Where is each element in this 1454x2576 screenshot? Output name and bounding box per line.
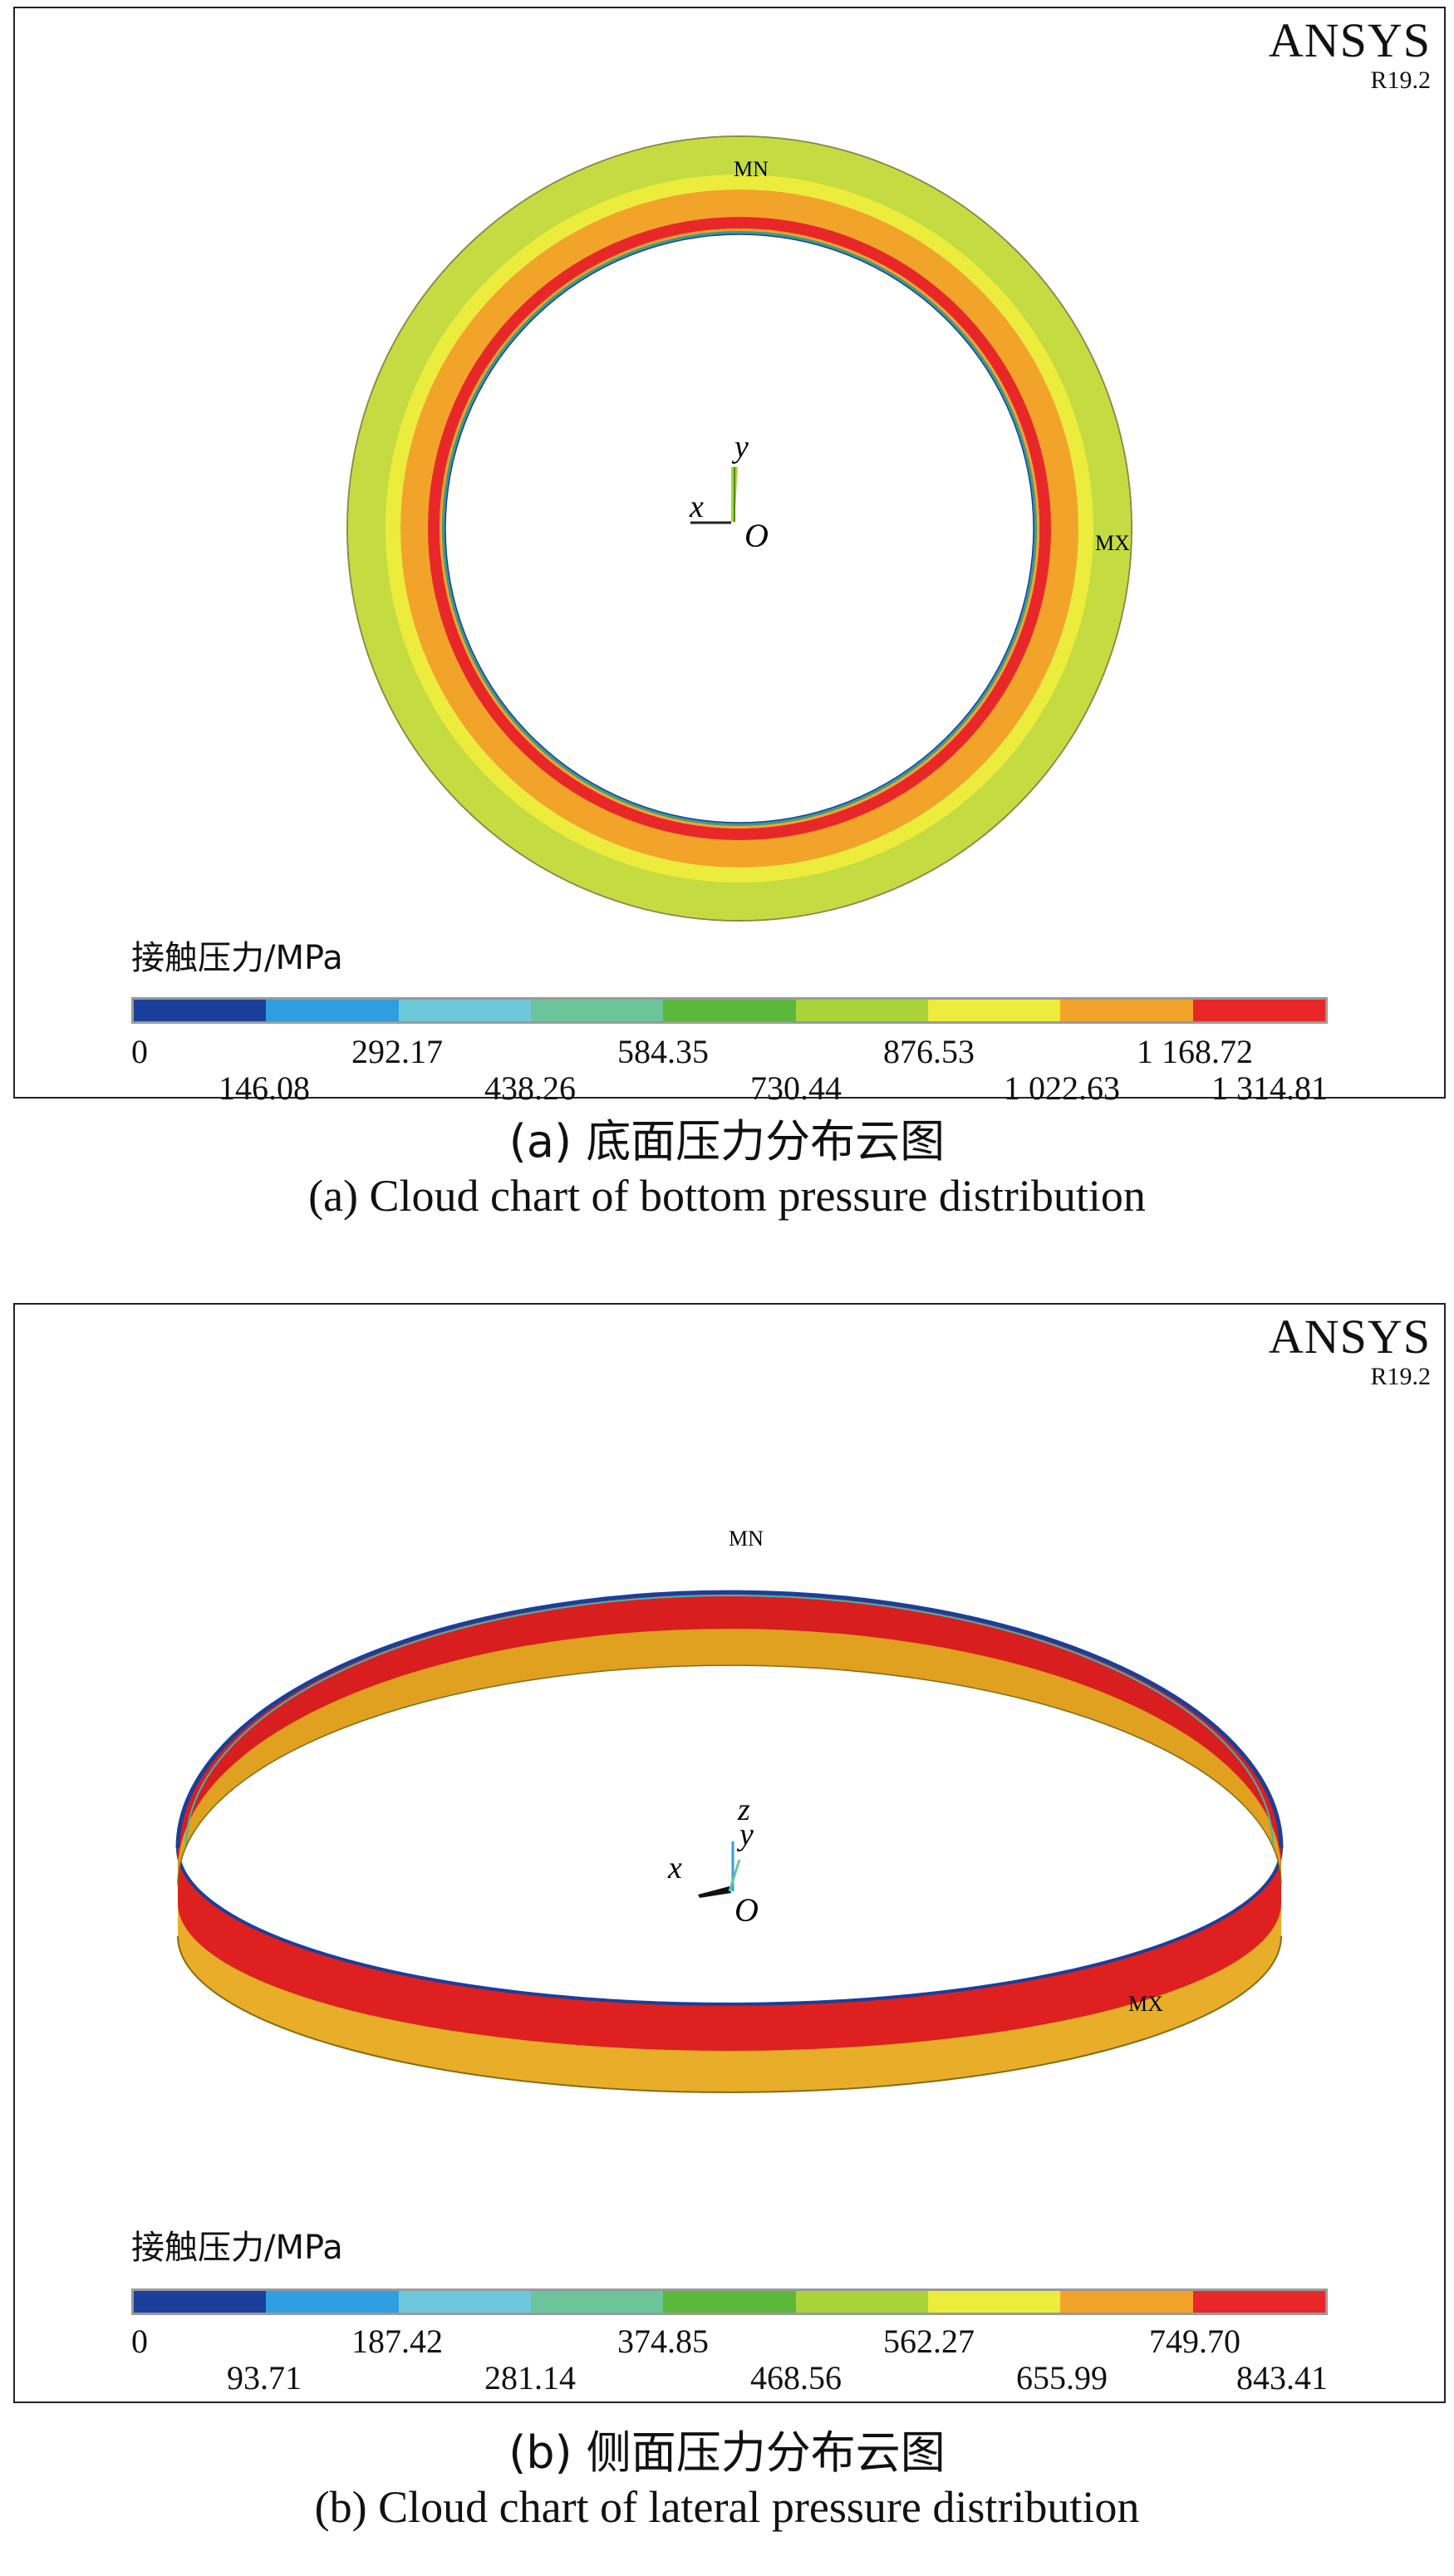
legend-tick-label: 281.14 [484, 2359, 576, 2397]
legend-tick-label: 187.42 [351, 2323, 443, 2360]
legend-swatch [530, 1000, 664, 1021]
brand-name: ANSYS [1268, 13, 1431, 67]
x-axis-label: x [667, 1851, 682, 1885]
bottom-ring-contour-plot: MN MX x y O [346, 135, 1132, 922]
ansys-brand: ANSYS R19.2 [1269, 1313, 1431, 1389]
legend-swatch [398, 2291, 531, 2313]
lateral-band [175, 1590, 1284, 2093]
legend-tick-label: 438.26 [484, 1069, 576, 1107]
bottom-caption: (a) 底面压力分布云图 (a) Cloud chart of bottom p… [0, 1115, 1454, 1223]
caption-english: (b) Cloud chart of lateral pressure dist… [314, 2481, 1140, 2532]
caption-chinese: (b) 侧面压力分布云图 [508, 2426, 946, 2479]
legend-tick-label: 876.53 [883, 1033, 975, 1070]
legend-tick-label: 0 [131, 2323, 148, 2360]
legend-swatch [663, 2291, 796, 2313]
x-axis-label: x [689, 489, 704, 524]
legend-swatch [927, 2291, 1061, 2313]
y-axis-label: y [731, 430, 749, 465]
legend-swatch [1192, 2291, 1325, 2313]
legend-color-bar [131, 997, 1328, 1024]
legend-tick-label: 749.70 [1149, 2323, 1240, 2360]
legend-tick-label: 0 [131, 1033, 148, 1070]
legend-color-bar [131, 2288, 1328, 2315]
caption-english: (a) Cloud chart of bottom pressure distr… [308, 1170, 1146, 1221]
legend-swatch [1060, 1000, 1193, 1021]
min-marker: MN [729, 1526, 764, 1551]
bottom-ring [346, 135, 1132, 922]
legend-swatch [398, 1000, 531, 1021]
coordinate-triad: x y O [689, 430, 769, 554]
origin-label: O [734, 1891, 759, 1929]
legend-tick-label: 655.99 [1016, 2359, 1108, 2397]
legend-swatch [530, 2291, 664, 2313]
y-axis-label: y [736, 1817, 754, 1852]
legend-swatch [1060, 2291, 1193, 2313]
legend-swatch [266, 2291, 399, 2313]
max-marker: MX [1095, 531, 1130, 555]
max-marker: MX [1128, 1992, 1163, 2016]
legend-tick-label: 584.35 [617, 1033, 709, 1070]
legend-tick-label: 1 314.81 [1211, 1069, 1328, 1107]
lateral-pressure-panel: ANSYS R19.2 MN MX x y z O 接触 [13, 1303, 1446, 2403]
legend-title: 接触压力/MPa [131, 2229, 343, 2267]
coordinate-triad: x y z O [667, 1792, 759, 1929]
lateral-band-contour-plot: MN MX x y z O [175, 1526, 1284, 2093]
brand-name: ANSYS [1268, 1310, 1431, 1364]
legend-tick-label: 93.71 [227, 2359, 302, 2397]
legend-swatch [1192, 1000, 1325, 1021]
lateral-caption: (b) 侧面压力分布云图 (b) Cloud chart of lateral … [0, 2426, 1454, 2534]
legend-tick-label: 292.17 [351, 1033, 443, 1070]
z-axis-label: z [737, 1792, 750, 1827]
legend-tick-label: 843.41 [1236, 2359, 1328, 2397]
brand-version: R19.2 [1370, 1363, 1431, 1390]
legend-swatch [134, 2291, 267, 2313]
legend-tick-label: 562.27 [883, 2323, 975, 2360]
legend-tick-label: 374.85 [617, 2323, 709, 2360]
origin-label: O [744, 517, 769, 554]
brand-version: R19.2 [1370, 66, 1431, 94]
legend-tick-label: 468.56 [750, 2359, 842, 2397]
legend-swatch [927, 1000, 1061, 1021]
legend-swatch [795, 1000, 928, 1021]
legend-swatch [266, 1000, 399, 1021]
legend-tick-label: 1 022.63 [1004, 1069, 1120, 1107]
bottom-pressure-panel: ANSYS R19.2 MN MX x y O 接触压力/MPa 0 146.08… [13, 7, 1446, 1107]
ansys-brand: ANSYS R19.2 [1269, 17, 1431, 93]
min-marker: MN [734, 157, 769, 181]
legend-tick-label: 1 168.72 [1137, 1033, 1253, 1070]
legend-tick-label: 730.44 [750, 1069, 842, 1107]
legend-swatch [663, 1000, 796, 1021]
caption-chinese: (a) 底面压力分布云图 [508, 1115, 946, 1168]
legend-swatch [134, 1000, 267, 1021]
legend-title: 接触压力/MPa [131, 939, 343, 977]
legend-tick-label: 146.08 [219, 1069, 310, 1107]
legend-swatch [795, 2291, 928, 2313]
